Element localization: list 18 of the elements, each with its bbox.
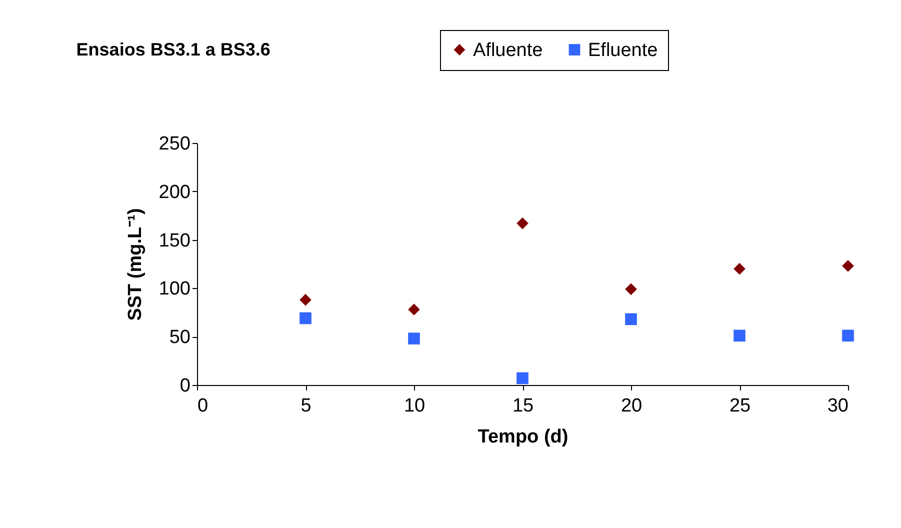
chart-title: Ensaios BS3.1 a BS3.6 xyxy=(76,40,270,60)
x-tick-label: 15 xyxy=(512,396,534,416)
y-axis-title: SST (mg.L⁻¹) xyxy=(124,208,146,321)
y-tick-label: 250 xyxy=(158,134,190,154)
y-tick-label: 100 xyxy=(158,278,190,300)
x-tick-label: 5 xyxy=(300,396,312,416)
legend-label: Afluente xyxy=(473,40,543,61)
legend-label: Efluente xyxy=(588,40,658,61)
x-tick-label: 10 xyxy=(404,396,426,416)
x-axis-title: Tempo (d) xyxy=(478,426,568,448)
x-tick-label: 30 xyxy=(827,396,848,416)
y-tick-label: 200 xyxy=(158,182,190,203)
x-tick-label: 20 xyxy=(620,396,642,416)
y-tick-label: 150 xyxy=(158,230,190,252)
x-tick-label: 25 xyxy=(729,396,751,416)
y-tick-label: 50 xyxy=(169,327,190,348)
x-tick-label: 0 xyxy=(198,396,208,416)
y-tick-label: 0 xyxy=(180,376,190,396)
